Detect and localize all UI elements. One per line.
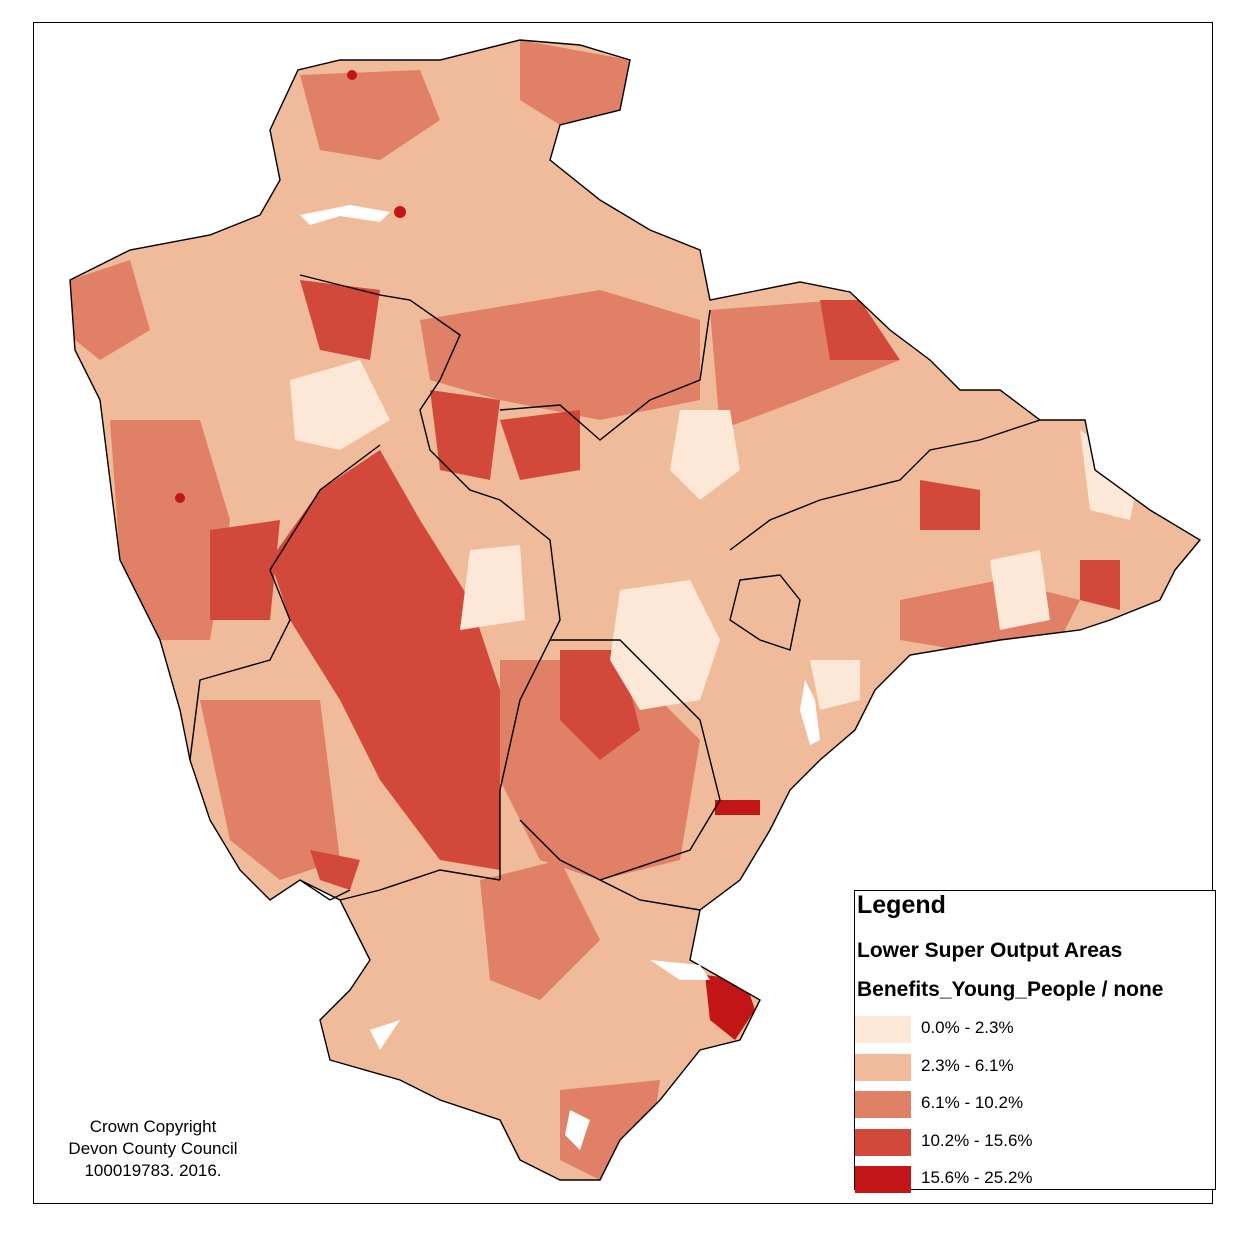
region-class-0-north [290,360,390,450]
district-boundaries [69,39,1202,1181]
region-class-0-far-east [990,550,1050,630]
copyright-line-1: Crown Copyright [89,1117,217,1136]
region-class-2-west-lower [200,700,340,880]
region-class-0-exeter [610,580,720,710]
kingsbridge-estuary [565,1110,590,1150]
legend-label: 15.6% - 25.2% [921,1168,1033,1187]
region-class-3-dartmoor [270,450,500,870]
copyright-line-2: Devon County Council [68,1139,238,1158]
region-class-2-south-mid [480,860,600,1000]
copyright-line-3: 100019783. 2016. [84,1161,222,1180]
boundary-south-hams [339,869,501,901]
region-class-4-spot-barnstaple [394,206,406,218]
boundary-mid-devon [499,309,711,441]
region-class-2-south-central [500,660,700,880]
region-class-4-teignmouth [715,800,760,815]
region-class-0-east [670,410,740,500]
region-class-0-coast [810,660,860,710]
boundary-teignbridge [519,639,721,881]
legend-label: 2.3% - 6.1% [921,1055,1014,1075]
region-class-3-east [920,480,980,530]
region-class-2-southwest [110,420,230,640]
legend-label: 0.0% - 2.3% [921,1018,1014,1037]
boundary-plymouth [299,879,351,901]
region-class-3-south-west [310,850,360,890]
water-bodies [300,205,820,1150]
legend-field-name: Benefits_Young_People / none [857,978,1164,1001]
legend-swatch [855,1128,911,1156]
legend-label: 10.2% - 15.6% [921,1130,1033,1150]
region-class-4-spot-north [347,70,357,80]
taw-estuary [300,205,390,225]
boundary-exeter [729,574,801,651]
legend-swatch [855,1016,911,1043]
region-class-2-north [300,70,440,160]
legend-label: 6.1% - 10.2% [921,1093,1024,1112]
region-class-2-west [70,260,150,360]
tamar-estuary [370,1020,400,1050]
legend-swatch [855,1091,911,1118]
boundary-torridge-north [299,274,461,381]
exe-estuary [800,680,820,745]
region-class-3-far-east [1080,560,1120,610]
region-class-2-northeast [520,40,630,125]
region-class-4-torbay [705,975,755,1040]
region-class-3-north-central [430,390,500,480]
boundary-west-devon [189,444,381,761]
region-class-3-northeast [820,300,900,360]
region-class-3-central [500,410,580,480]
copyright-notice: Crown Copyright Devon County Council 100… [40,1116,266,1182]
region-class-4-spot-west [175,493,185,503]
legend-layer-name: Lower Super Output Areas [857,939,1123,962]
region-class-3-west [210,520,280,620]
region-class-2-central [420,290,700,420]
boundary-torbay [599,879,701,911]
legend-swatch [855,1166,911,1193]
dart-estuary [650,960,710,980]
region-class-3-northwest [300,280,380,360]
legend: Legend Lower Super Output Areas Benefits… [854,890,1216,1193]
region-class-0-central [460,545,525,630]
boundary-dartmoor-east [419,379,561,880]
region-class-3-south [560,650,640,760]
boundary-east-devon [729,419,1041,551]
legend-swatch [855,1053,911,1081]
legend-title: Legend [857,891,946,919]
